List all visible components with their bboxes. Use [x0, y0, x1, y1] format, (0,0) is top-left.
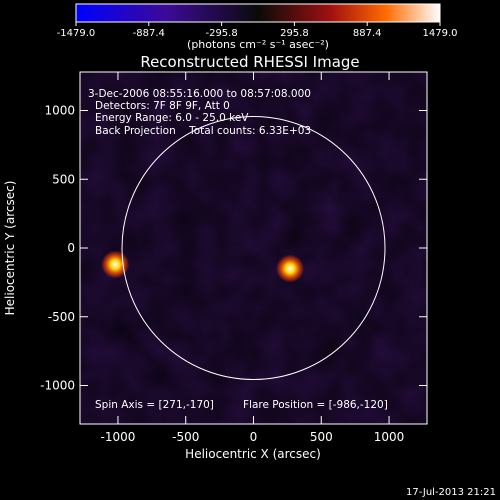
- x-tick-label: -500: [172, 430, 199, 444]
- x-tick-label: -1000: [101, 430, 136, 444]
- x-axis-label: Heliocentric X (arcsec): [185, 447, 321, 461]
- colorbar-tick-label: 295.8: [280, 28, 309, 39]
- colorbar-tick-label: 1479.0: [423, 28, 458, 39]
- colorbar: [75, 3, 441, 23]
- x-tick-label: 1000: [374, 430, 405, 444]
- flare-position-label: Flare Position = [-986,-120]: [243, 399, 388, 411]
- y-tick-label: 0: [67, 241, 75, 255]
- annotation-time: 3-Dec-2006 08:55:16.000 to 08:57:08.000: [88, 88, 311, 100]
- timestamp: 17-Jul-2013 21:21: [406, 487, 496, 498]
- colorbar-tick-label: -295.8: [205, 28, 237, 39]
- annotation-energy: Energy Range: 6.0 - 25.0 keV: [95, 112, 249, 124]
- heatmap-image: [80, 72, 427, 424]
- y-tick-label: 1000: [44, 104, 75, 118]
- x-tick-label: 0: [250, 430, 258, 444]
- y-tick-label: 500: [52, 172, 75, 186]
- colorbar-tick-label: -1479.0: [57, 28, 96, 39]
- spin-axis-label: Spin Axis = [271,-170]: [95, 399, 214, 411]
- x-tick-label: 500: [310, 430, 333, 444]
- solar-disk: [121, 116, 386, 380]
- colorbar-tick-label: -887.4: [133, 28, 165, 39]
- colorbar-ticks: -1479.0 -887.4 -295.8 295.8 887.4 1479.0: [57, 22, 458, 39]
- colorbar-tick-label: 887.4: [353, 28, 382, 39]
- y-tick-label: -1000: [40, 379, 75, 393]
- y-tick-label: -500: [48, 310, 75, 324]
- chart-title: Reconstructed RHESSI Image: [140, 53, 359, 71]
- annotation-block: 3-Dec-2006 08:55:16.000 to 08:57:08.000 …: [88, 88, 311, 137]
- colorbar-unit: (photons cm⁻² s⁻¹ asec⁻²): [187, 38, 329, 51]
- bright-source: [276, 254, 305, 283]
- annotation-detectors: Detectors: 7F 8F 9F, Att 0: [95, 100, 230, 112]
- y-axis-label: Heliocentric Y (arcsec): [3, 181, 17, 316]
- plot-axes: -1000 -500 0 500 1000 -1000 -500 0 500 1000: [40, 72, 427, 444]
- annotation-method: Back Projection Total counts: 6.33E+03: [95, 125, 311, 137]
